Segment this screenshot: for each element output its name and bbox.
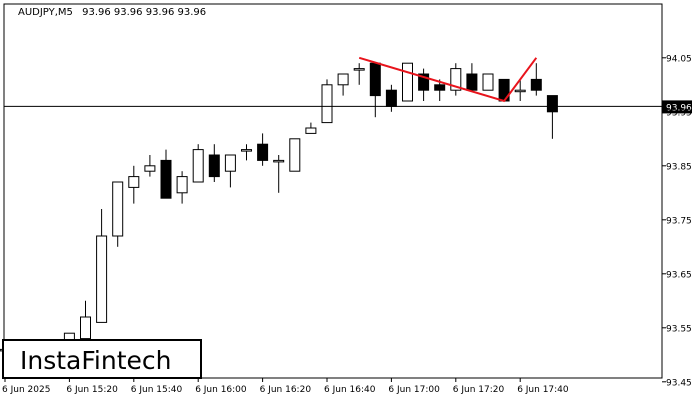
candle xyxy=(530,63,542,96)
candle-body-bear xyxy=(385,89,397,107)
candle xyxy=(192,144,204,183)
candle xyxy=(224,154,236,188)
candle xyxy=(353,63,365,85)
candle-body-bull xyxy=(337,73,349,86)
y-tick-label: 94.05 xyxy=(666,54,692,64)
candle xyxy=(80,300,91,340)
candle-body-bull xyxy=(176,176,188,194)
candle xyxy=(321,79,333,124)
x-tick-label: 6 Jun 17:20 xyxy=(453,385,505,395)
candle xyxy=(257,133,269,166)
candle xyxy=(112,181,124,247)
chart-header: AUDJPY,M5 93.96 93.96 93.96 93.96 xyxy=(18,7,206,18)
y-tick-label: 93.75 xyxy=(666,216,692,226)
candle xyxy=(305,122,317,134)
candle-body-bull xyxy=(353,68,365,71)
candle xyxy=(160,149,172,199)
logo-text: InstaFintech xyxy=(20,346,172,375)
x-tick-label: 6 Jun 17:00 xyxy=(388,385,440,395)
candle xyxy=(418,68,430,101)
candle xyxy=(208,144,220,182)
candle-body-bull xyxy=(402,62,413,102)
instafintech-logo: InstaFintech xyxy=(2,339,202,379)
candle-body-bull xyxy=(241,149,252,152)
x-tick-label: 6 Jun 15:20 xyxy=(66,385,118,395)
candle-body-bull xyxy=(289,138,301,172)
candle xyxy=(482,73,494,91)
y-tick-label: 93.85 xyxy=(666,162,692,172)
symbol-label: AUDJPY,M5 xyxy=(18,7,73,18)
candle xyxy=(466,63,478,91)
logo-box xyxy=(2,339,202,379)
candle-body-bear xyxy=(418,73,430,91)
candle-body-bear xyxy=(530,78,542,91)
y-tick-label: 93.55 xyxy=(666,324,692,334)
candle-body-bear xyxy=(546,95,558,113)
candle-body-bear xyxy=(208,154,220,178)
x-tick-label: 6 Jun 17:40 xyxy=(517,385,569,395)
candle xyxy=(434,79,446,101)
candle-body-bull xyxy=(482,73,494,91)
candle-body-bull xyxy=(273,159,285,163)
ohlc-label: 93.96 93.96 93.96 93.96 xyxy=(82,7,206,18)
x-tick-label: 6 Jun 16:40 xyxy=(324,385,376,395)
candle xyxy=(514,79,526,101)
candle xyxy=(96,209,108,323)
x-tick-label: 6 Jun 16:20 xyxy=(260,385,312,395)
candle-body-bull xyxy=(514,89,526,93)
candle-body-bull xyxy=(144,165,156,172)
double-top-pattern-line xyxy=(358,56,538,103)
candle xyxy=(546,95,558,139)
candle xyxy=(337,73,349,96)
price-marker-label: 93.96 xyxy=(666,103,692,113)
candle xyxy=(241,144,252,161)
candle xyxy=(273,155,285,193)
y-tick-label: 93.95 xyxy=(666,108,692,118)
candle-body-bear xyxy=(369,62,381,97)
candle-body-bear xyxy=(466,73,478,91)
y-tick-label: 93.65 xyxy=(666,270,692,280)
price-marker-box xyxy=(662,100,692,114)
candle xyxy=(289,138,301,172)
candle-body-bull xyxy=(112,181,124,237)
candle xyxy=(176,171,188,204)
candle-body-bull xyxy=(450,68,462,91)
candle xyxy=(450,63,462,96)
candle-body-bull xyxy=(192,149,204,183)
candle-body-bull xyxy=(80,316,91,340)
x-tick-label: 6 Jun 2025 xyxy=(2,385,50,395)
y-tick-label: 93.45 xyxy=(666,378,692,388)
candle-body-bear xyxy=(257,143,269,161)
candle xyxy=(128,165,140,204)
candle-body-bull xyxy=(96,235,108,323)
x-tick-label: 6 Jun 15:40 xyxy=(131,385,183,395)
candle xyxy=(144,155,156,177)
candle xyxy=(402,62,413,102)
candle-body-bull xyxy=(305,127,317,134)
candle-body-bull xyxy=(128,176,140,188)
candle-body-bull xyxy=(321,84,333,124)
candle-body-bear xyxy=(160,159,172,199)
candle-body-bull xyxy=(224,154,236,172)
x-tick-label: 6 Jun 16:00 xyxy=(195,385,247,395)
candle-body-bear xyxy=(434,84,446,91)
